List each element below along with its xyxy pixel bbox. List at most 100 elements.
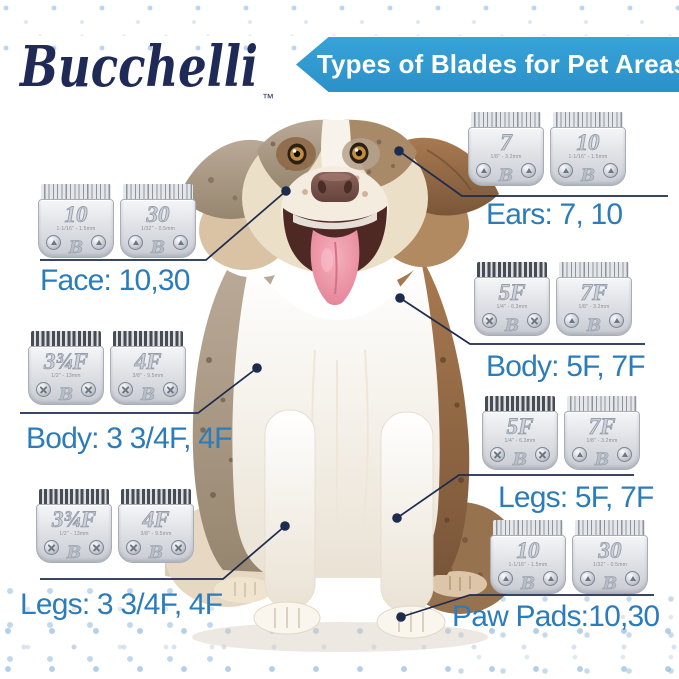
screw-cross-icon	[171, 540, 186, 555]
dog-photo	[165, 119, 515, 652]
blade-number: 10	[516, 538, 540, 563]
callout-dot-legs-right	[392, 513, 402, 523]
blade-group-legs-left: 3¾F 1/2" - 13mm B 4F 3/8" - 9.5mm B	[36, 489, 194, 563]
blade-ears-10: 10 1-1/16" - 1.5mm B	[550, 112, 626, 186]
screw-mountain-icon	[543, 571, 558, 586]
blade-teeth	[553, 112, 623, 127]
label-paw-pads: Paw Pads:10,30	[452, 600, 660, 633]
screw-cross-icon	[81, 382, 96, 397]
screw-mountain-icon	[580, 571, 595, 586]
brand-b-icon: B	[594, 450, 610, 470]
blade-body-4f: 4F 3/8" - 9.5mm B	[110, 331, 186, 405]
front-paws	[253, 601, 446, 639]
blade-teeth	[113, 331, 183, 346]
blade-spec: 1-1/16" - 1.5mm	[508, 562, 548, 568]
screw-cross-icon	[535, 447, 550, 462]
dog-eyes	[287, 142, 369, 165]
brand-logo-text: Bucchelli	[18, 34, 258, 100]
blade-body-334f: 3¾F 1/2" - 13mm B	[28, 331, 104, 405]
label-legs-right: Legs: 5F, 7F	[498, 481, 654, 514]
brand-b-icon: B	[580, 166, 596, 186]
brand-b-icon: B	[148, 543, 164, 563]
screw-cross-icon	[36, 382, 51, 397]
blade-number: 7	[500, 130, 512, 155]
blade-face-10: 10 1-1/16" - 1.5mm B	[38, 184, 114, 258]
blade-legs-7f: 7F 1/8" - 3.2mm B	[564, 396, 640, 470]
screw-mountain-icon	[564, 313, 579, 328]
blade-teeth	[123, 184, 193, 199]
blade-teeth	[493, 520, 563, 535]
blade-teeth	[31, 331, 101, 346]
blade-ears-7: 7 1/8" - 3.2mm B	[468, 112, 544, 186]
blade-number: 10	[64, 202, 88, 227]
screw-cross-icon	[482, 313, 497, 328]
screw-mountain-icon	[572, 447, 587, 462]
blade-number: 5F	[506, 414, 534, 439]
brand-b-icon: B	[512, 450, 528, 470]
blade-teeth	[477, 262, 547, 277]
screw-cross-icon	[126, 540, 141, 555]
brand-b-icon: B	[66, 543, 82, 563]
brand-b-icon: B	[58, 385, 74, 405]
blade-spec: 1/4" - 6.3mm	[504, 438, 536, 444]
blade-teeth	[39, 489, 109, 504]
screw-mountain-icon	[558, 163, 573, 178]
callout-line-face	[40, 190, 287, 261]
blade-group-body-right: 5F 1/4" - 6.3mm B 7F 1/8" - 3.2mm B	[474, 262, 632, 336]
brand-b-icon: B	[504, 316, 520, 336]
blade-paw-10: 10 1-1/16" - 1.5mm B	[490, 520, 566, 594]
callout-dot-face	[281, 186, 291, 196]
blade-number: 5F	[498, 280, 526, 305]
label-face: Face: 10,30	[40, 264, 190, 297]
callout-dot-paw-pads	[396, 612, 406, 622]
callout-line-legs-left	[40, 525, 286, 580]
blade-group-body-left: 3¾F 1/2" - 13mm B 4F 3/8" - 9.5mm B	[28, 331, 186, 405]
callout-dot-body-left	[252, 363, 262, 373]
callout-line-legs-right	[396, 474, 634, 519]
blade-number: 7F	[580, 280, 608, 305]
label-body-right: Body: 5F, 7F	[486, 350, 646, 383]
label-body-left: Body: 3 3/4F, 4F	[26, 422, 232, 455]
screw-mountain-icon	[46, 235, 61, 250]
dog-tongue	[310, 230, 360, 305]
page-title: Types of Blades for Pet Areas	[316, 49, 679, 79]
blade-spec: 1/8" - 3.2mm	[586, 438, 618, 444]
hind-paws	[214, 571, 487, 603]
blade-spec: 1-1/16" - 1.5mm	[568, 154, 608, 160]
screw-cross-icon	[163, 382, 178, 397]
screw-mountain-icon	[91, 235, 106, 250]
label-legs-left: Legs: 3 3/4F, 4F	[20, 588, 223, 621]
screw-cross-icon	[527, 313, 542, 328]
screw-mountain-icon	[173, 235, 188, 250]
blade-number: 4F	[142, 507, 170, 532]
blade-legs-334f: 3¾F 1/2" - 13mm B	[36, 489, 112, 563]
blade-legs-4f: 4F 3/8" - 9.5mm B	[118, 489, 194, 563]
brand-b-icon: B	[140, 385, 156, 405]
callout-dot-ears	[394, 146, 404, 156]
blade-number: 30	[146, 202, 170, 227]
brand-b-icon: B	[586, 316, 602, 336]
screw-mountain-icon	[128, 235, 143, 250]
blade-spec: 3/8" - 9.5mm	[132, 373, 164, 379]
blade-spec: 1/32" - 0.5mm	[592, 562, 628, 568]
screw-cross-icon	[89, 540, 104, 555]
blade-teeth	[575, 520, 645, 535]
brand-logo: Bucchelli ™	[18, 34, 274, 105]
brand-b-icon: B	[498, 166, 514, 186]
blade-group-legs-right: 5F 1/4" - 6.3mm B 7F 1/8" - 3.2mm B	[482, 396, 640, 470]
screw-cross-icon	[118, 382, 133, 397]
callout-line-body-right	[399, 297, 645, 345]
blade-teeth	[485, 396, 555, 411]
blade-legs-5f: 5F 1/4" - 6.3mm B	[482, 396, 558, 470]
brand-b-icon: B	[520, 574, 536, 594]
blade-body-5f: 5F 1/4" - 6.3mm B	[474, 262, 550, 336]
blade-teeth	[559, 262, 629, 277]
blade-face-30: 30 1/32" - 0.5mm B	[120, 184, 196, 258]
screw-mountain-icon	[476, 163, 491, 178]
blade-number: 10	[576, 130, 600, 155]
callout-line-paw-pads	[400, 594, 654, 618]
screw-mountain-icon	[603, 163, 618, 178]
blade-spec: 1/4" - 6.3mm	[496, 304, 528, 310]
blade-spec: 1/2" - 13mm	[59, 531, 89, 537]
